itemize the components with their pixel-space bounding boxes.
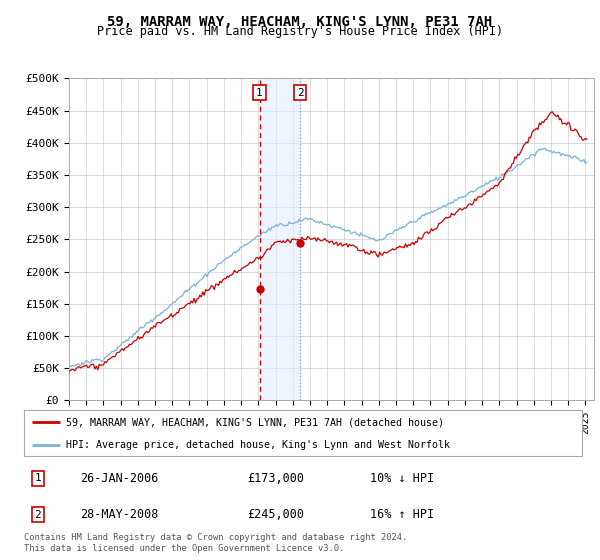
Text: 28-MAY-2008: 28-MAY-2008 (80, 508, 158, 521)
Text: 2: 2 (35, 510, 41, 520)
Text: £245,000: £245,000 (247, 508, 304, 521)
Text: 10% ↓ HPI: 10% ↓ HPI (370, 472, 434, 485)
Text: 59, MARRAM WAY, HEACHAM, KING'S LYNN, PE31 7AH: 59, MARRAM WAY, HEACHAM, KING'S LYNN, PE… (107, 15, 493, 29)
Text: 16% ↑ HPI: 16% ↑ HPI (370, 508, 434, 521)
Text: Price paid vs. HM Land Registry's House Price Index (HPI): Price paid vs. HM Land Registry's House … (97, 25, 503, 38)
Text: HPI: Average price, detached house, King's Lynn and West Norfolk: HPI: Average price, detached house, King… (66, 440, 450, 450)
Text: Contains HM Land Registry data © Crown copyright and database right 2024.
This d: Contains HM Land Registry data © Crown c… (24, 533, 407, 553)
Bar (260, 78, 300, 400)
Text: 2: 2 (296, 87, 304, 97)
Text: 1: 1 (256, 87, 263, 97)
Text: £173,000: £173,000 (247, 472, 304, 485)
Text: 59, MARRAM WAY, HEACHAM, KING'S LYNN, PE31 7AH (detached house): 59, MARRAM WAY, HEACHAM, KING'S LYNN, PE… (66, 417, 444, 427)
Text: 26-JAN-2006: 26-JAN-2006 (80, 472, 158, 485)
Text: 1: 1 (35, 473, 41, 483)
